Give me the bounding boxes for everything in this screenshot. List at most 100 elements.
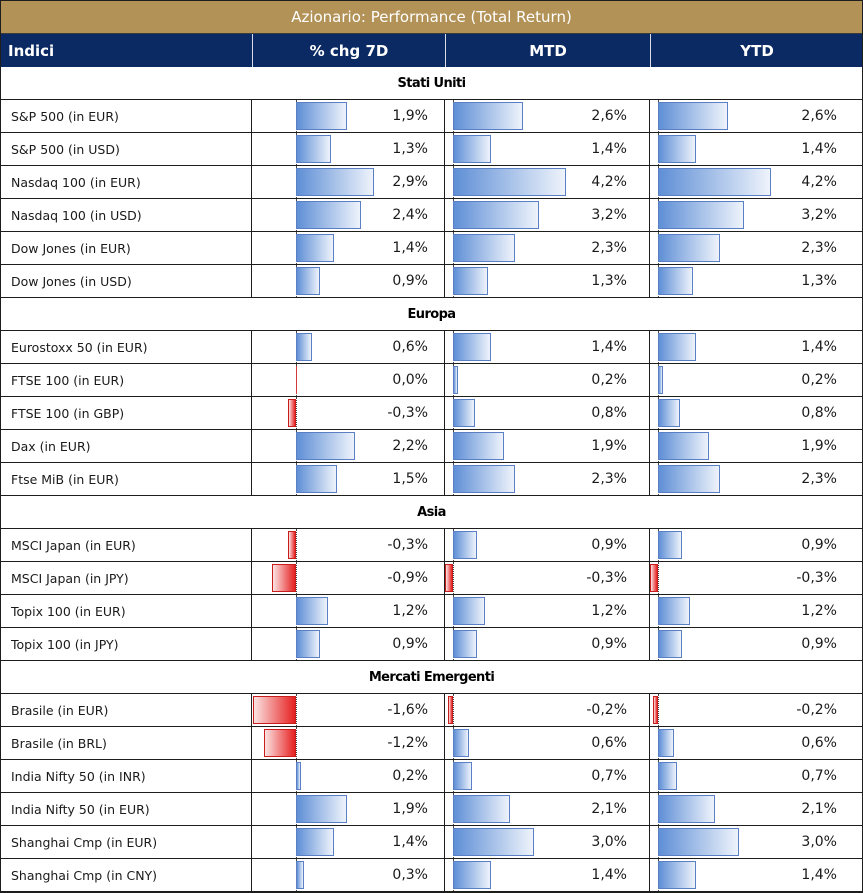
performance-bar bbox=[658, 465, 721, 493]
value-cell-d7: 2,2% bbox=[253, 430, 445, 462]
performance-value: -0,3% bbox=[586, 570, 627, 586]
performance-value: 1,4% bbox=[591, 141, 627, 157]
performance-value: 1,2% bbox=[392, 603, 428, 619]
bar-axis bbox=[453, 562, 454, 594]
performance-bar bbox=[271, 564, 296, 592]
value-cell-ytd: 0,9% bbox=[651, 529, 863, 561]
performance-value: 1,4% bbox=[591, 867, 627, 883]
performance-value: 0,7% bbox=[801, 768, 837, 784]
performance-bar bbox=[296, 135, 332, 163]
bar-axis bbox=[453, 694, 454, 726]
performance-bar bbox=[453, 234, 516, 262]
performance-value: 1,4% bbox=[392, 240, 428, 256]
performance-value: 2,1% bbox=[591, 801, 627, 817]
performance-bar bbox=[453, 102, 524, 130]
index-name: Nasdaq 100 (in USD) bbox=[0, 199, 252, 231]
table-row: Shanghai Cmp (in EUR) 1,4% 3,0% 3,0% bbox=[0, 826, 863, 859]
table-row: MSCI Japan (in EUR) -0,3% 0,9% 0,9% bbox=[0, 529, 863, 562]
value-cell-mtd: 1,3% bbox=[446, 265, 650, 297]
performance-bar bbox=[652, 696, 658, 724]
performance-bar bbox=[453, 135, 491, 163]
performance-bar bbox=[296, 762, 302, 790]
value-cell-mtd: 0,8% bbox=[446, 397, 650, 429]
index-name: Dow Jones (in USD) bbox=[0, 265, 252, 297]
value-cell-mtd: 1,4% bbox=[446, 133, 650, 165]
performance-bar bbox=[453, 861, 491, 889]
performance-bar bbox=[658, 102, 729, 130]
performance-value: 0,7% bbox=[591, 768, 627, 784]
header-mtd: MTD bbox=[529, 41, 567, 60]
performance-value: -0,9% bbox=[387, 570, 428, 586]
bar-axis bbox=[658, 694, 659, 726]
performance-value: 1,9% bbox=[392, 801, 428, 817]
performance-bar bbox=[287, 531, 296, 559]
performance-bar bbox=[453, 267, 489, 295]
performance-bar bbox=[296, 828, 334, 856]
value-cell-d7: 2,9% bbox=[253, 166, 445, 198]
performance-bar bbox=[296, 432, 356, 460]
value-cell-d7: 0,6% bbox=[253, 331, 445, 363]
value-cell-mtd: 3,2% bbox=[446, 199, 650, 231]
performance-bar bbox=[296, 597, 329, 625]
value-cell-ytd: -0,2% bbox=[651, 694, 863, 726]
performance-value: 2,1% bbox=[801, 801, 837, 817]
index-name: Dow Jones (in EUR) bbox=[0, 232, 252, 264]
value-cell-d7: 0,2% bbox=[253, 760, 445, 792]
index-name: FTSE 100 (in EUR) bbox=[0, 364, 252, 396]
performance-value: -0,3% bbox=[387, 537, 428, 553]
value-cell-ytd: 3,0% bbox=[651, 826, 863, 858]
value-cell-d7: 1,3% bbox=[253, 133, 445, 165]
performance-bar bbox=[296, 630, 321, 658]
performance-value: -0,3% bbox=[387, 405, 428, 421]
value-cell-d7: -0,3% bbox=[253, 397, 445, 429]
performance-value: 3,2% bbox=[801, 207, 837, 223]
performance-value: 3,2% bbox=[591, 207, 627, 223]
performance-value: 1,4% bbox=[392, 834, 428, 850]
performance-bar bbox=[658, 366, 664, 394]
performance-bar bbox=[658, 531, 683, 559]
performance-bar bbox=[453, 333, 491, 361]
performance-value: 4,2% bbox=[591, 174, 627, 190]
value-cell-d7: -1,2% bbox=[253, 727, 445, 759]
performance-bar bbox=[453, 531, 478, 559]
table-row: Dow Jones (in EUR) 1,4% 2,3% 2,3% bbox=[0, 232, 863, 265]
performance-bar bbox=[649, 564, 658, 592]
table-row: India Nifty 50 (in EUR) 1,9% 2,1% 2,1% bbox=[0, 793, 863, 826]
performance-value: 3,0% bbox=[801, 834, 837, 850]
performance-value: 1,3% bbox=[591, 273, 627, 289]
index-name: India Nifty 50 (in EUR) bbox=[0, 793, 252, 825]
header-separator bbox=[252, 34, 253, 67]
value-cell-mtd: 1,4% bbox=[446, 859, 650, 891]
value-cell-mtd: 4,2% bbox=[446, 166, 650, 198]
value-cell-ytd: 0,6% bbox=[651, 727, 863, 759]
index-name: Brasile (in BRL) bbox=[0, 727, 252, 759]
table-body: Stati Uniti S&P 500 (in EUR) 1,9% 2,6% 2,6% S… bbox=[0, 67, 863, 892]
performance-value: 0,0% bbox=[392, 372, 428, 388]
index-name: FTSE 100 (in GBP) bbox=[0, 397, 252, 429]
index-name: India Nifty 50 (in INR) bbox=[0, 760, 252, 792]
value-cell-d7: 0,3% bbox=[253, 859, 445, 891]
value-cell-mtd: 0,9% bbox=[446, 628, 650, 660]
performance-bar bbox=[296, 861, 305, 889]
performance-bar bbox=[658, 828, 739, 856]
performance-value: 0,2% bbox=[801, 372, 837, 388]
bar-axis bbox=[296, 727, 297, 759]
index-name: Shanghai Cmp (in EUR) bbox=[0, 826, 252, 858]
performance-bar bbox=[453, 597, 486, 625]
index-name: Ftse MiB (in EUR) bbox=[0, 463, 252, 495]
value-cell-ytd: 4,2% bbox=[651, 166, 863, 198]
performance-bar bbox=[296, 168, 375, 196]
performance-value: 1,3% bbox=[801, 273, 837, 289]
value-cell-ytd: 1,4% bbox=[651, 133, 863, 165]
performance-value: 3,0% bbox=[591, 834, 627, 850]
performance-bar bbox=[453, 168, 567, 196]
performance-bar bbox=[658, 861, 696, 889]
value-cell-ytd: 2,1% bbox=[651, 793, 863, 825]
value-cell-d7: 0,0% bbox=[253, 364, 445, 396]
value-cell-ytd: 1,9% bbox=[651, 430, 863, 462]
bar-axis bbox=[296, 694, 297, 726]
performance-value: 4,2% bbox=[801, 174, 837, 190]
performance-value: 0,2% bbox=[392, 768, 428, 784]
header-separator bbox=[650, 34, 651, 67]
